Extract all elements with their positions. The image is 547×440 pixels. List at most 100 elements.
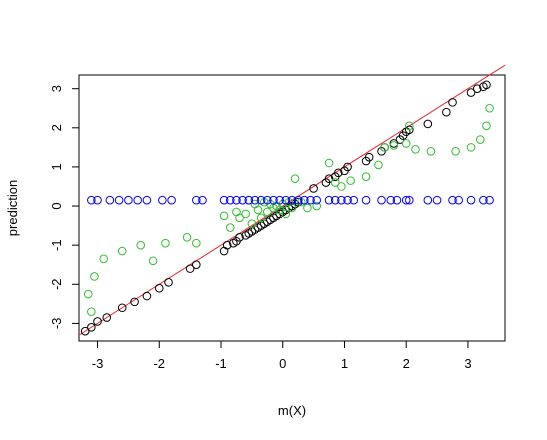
data-point <box>80 326 90 336</box>
y-tick-label: -1 <box>49 239 64 251</box>
data-point <box>374 160 383 170</box>
data-point <box>136 240 146 250</box>
y-tick-label: 0 <box>49 202 64 209</box>
data-point <box>312 195 321 205</box>
x-tick-label: -3 <box>92 356 104 371</box>
x-tick-label: 1 <box>341 356 348 371</box>
data-point <box>401 139 411 148</box>
data-point <box>185 264 195 273</box>
data-point <box>130 297 139 307</box>
data-point <box>225 195 235 205</box>
data-point <box>198 195 207 205</box>
data-point <box>192 238 201 248</box>
y-tick-label: -3 <box>49 318 64 330</box>
series-0 <box>80 80 491 336</box>
data-point <box>306 195 315 205</box>
data-point <box>238 195 247 205</box>
data-point <box>426 146 436 156</box>
data-point <box>476 135 485 144</box>
data-point <box>324 158 334 168</box>
data-point <box>225 223 235 232</box>
data-point <box>389 141 399 150</box>
data-point <box>90 272 99 281</box>
data-point <box>442 107 451 117</box>
data-point <box>411 145 420 154</box>
data-point <box>83 289 93 299</box>
data-point <box>482 80 491 90</box>
data-point <box>451 146 460 156</box>
data-point <box>405 125 414 135</box>
data-point <box>405 195 414 205</box>
data-point <box>300 195 309 205</box>
data-point <box>87 323 96 332</box>
data-point <box>117 246 127 256</box>
data-point <box>99 254 108 264</box>
series-2 <box>87 195 494 205</box>
data-point <box>241 209 250 219</box>
data-point <box>405 121 414 131</box>
data-point <box>293 195 303 205</box>
data-point <box>275 195 284 205</box>
data-point <box>192 195 201 205</box>
data-point <box>485 195 494 205</box>
y-axis: -3 -2 -1 0 1 2 3 <box>49 85 79 329</box>
data-point <box>361 172 371 182</box>
data-point <box>250 195 260 205</box>
data-point <box>281 209 291 219</box>
data-point <box>330 178 340 187</box>
x-axis-label: m(X) <box>278 403 306 418</box>
x-tick-label: -1 <box>215 356 227 371</box>
data-point <box>256 213 266 223</box>
data-point <box>361 195 371 205</box>
data-point <box>269 195 278 205</box>
data-point <box>454 195 463 205</box>
data-point <box>377 195 386 205</box>
x-tick-label: 0 <box>279 356 286 371</box>
data-point <box>133 195 142 205</box>
data-point <box>93 195 102 205</box>
data-point <box>192 260 201 270</box>
data-point <box>102 313 112 322</box>
data-point <box>124 195 133 205</box>
data-point <box>337 195 346 205</box>
data-point <box>432 195 442 205</box>
data-point <box>161 238 170 248</box>
data-point <box>93 317 102 326</box>
y-tick-label: 3 <box>49 85 64 92</box>
data-point <box>263 195 272 205</box>
data-point <box>87 307 96 316</box>
data-point <box>392 195 402 205</box>
data-point <box>466 195 476 205</box>
data-point <box>232 195 241 205</box>
x-axis: -3 -2 -1 0 1 2 3 <box>92 341 472 371</box>
data-point <box>154 283 164 293</box>
data-point <box>87 195 96 205</box>
data-point <box>346 176 355 185</box>
data-point <box>479 195 488 205</box>
data-point <box>401 195 411 205</box>
data-point <box>466 143 476 152</box>
x-tick-label: 2 <box>403 356 410 371</box>
series-1 <box>83 103 494 316</box>
y-tick-label: 1 <box>49 163 64 170</box>
data-point <box>182 233 192 242</box>
x-tick-label: 3 <box>464 356 471 371</box>
data-point <box>303 203 312 213</box>
data-point <box>386 195 396 205</box>
data-point <box>343 162 352 172</box>
data-point <box>485 103 494 113</box>
data-point <box>219 246 229 256</box>
data-point <box>219 211 229 221</box>
data-point <box>114 195 124 205</box>
x-tick-label: -2 <box>153 356 165 371</box>
data-point <box>312 201 321 211</box>
data-point <box>281 195 291 205</box>
data-point <box>148 256 158 266</box>
data-point <box>256 195 266 205</box>
data-point <box>219 195 229 205</box>
data-point <box>334 168 343 178</box>
data-point <box>330 195 340 205</box>
data-point <box>167 195 176 205</box>
plot-frame <box>78 74 506 342</box>
data-point <box>290 174 300 183</box>
